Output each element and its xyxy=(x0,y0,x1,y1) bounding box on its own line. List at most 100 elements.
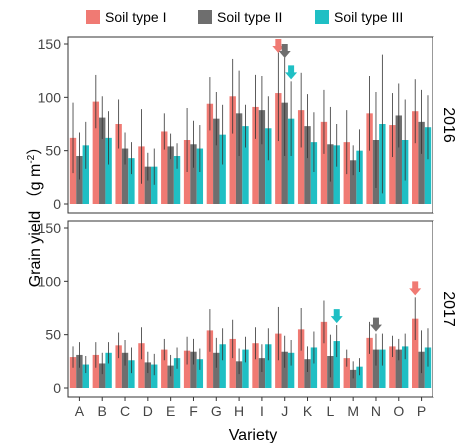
bar xyxy=(115,124,122,204)
bar xyxy=(128,360,135,388)
x-tick-label: E xyxy=(166,403,175,419)
x-tick-label: C xyxy=(120,403,130,419)
bar xyxy=(424,127,432,204)
y-tick-label: 100 xyxy=(38,273,62,289)
panel-strip xyxy=(433,221,459,397)
bar xyxy=(121,148,129,204)
bar xyxy=(105,352,112,388)
bar xyxy=(173,358,181,388)
bar xyxy=(412,318,419,388)
bar xyxy=(401,346,409,388)
bar xyxy=(167,365,174,388)
bar xyxy=(389,125,396,204)
y-tick-label: 50 xyxy=(45,327,61,343)
legend-label: Soil type III xyxy=(334,9,403,25)
x-tick-label: P xyxy=(417,403,426,419)
bar xyxy=(343,358,350,388)
bar xyxy=(281,351,288,388)
bar xyxy=(242,126,249,204)
bar xyxy=(144,166,152,204)
panel-strip-label: 2017 xyxy=(440,291,457,327)
bar xyxy=(395,115,402,204)
legend-swatch xyxy=(86,10,100,24)
bar xyxy=(173,156,181,204)
bar xyxy=(424,347,432,388)
bar xyxy=(161,131,168,204)
legend-entry: Soil type III xyxy=(315,9,403,25)
bar xyxy=(190,144,197,204)
x-tick-label: D xyxy=(143,403,153,419)
bar xyxy=(412,111,419,204)
bar xyxy=(333,341,340,388)
x-tick-label: K xyxy=(303,403,313,419)
bar xyxy=(161,349,168,388)
x-axis-label: Variety xyxy=(229,427,278,443)
bar xyxy=(82,364,89,388)
x-tick-label: M xyxy=(347,403,359,419)
x-tick-label: L xyxy=(326,403,334,419)
y-axis-label-end: ） xyxy=(26,139,44,155)
bar xyxy=(304,359,311,388)
bar xyxy=(92,101,100,204)
bar xyxy=(320,321,328,388)
legend-entry: Soil type I xyxy=(86,9,166,25)
bar xyxy=(356,150,363,204)
bar xyxy=(99,363,106,388)
bar xyxy=(219,134,226,204)
bar xyxy=(92,354,100,388)
legend-swatch xyxy=(198,10,212,24)
bar xyxy=(372,349,380,388)
bar xyxy=(252,106,259,204)
bar xyxy=(275,333,282,388)
bar xyxy=(76,156,83,204)
y-tick-label: 0 xyxy=(53,196,61,212)
bar xyxy=(310,347,318,388)
bar xyxy=(349,369,357,388)
bar xyxy=(366,113,373,204)
highlight-arrow-icon xyxy=(278,44,291,58)
highlight-arrow-icon xyxy=(285,65,298,80)
bar xyxy=(265,128,272,204)
x-tick-label: I xyxy=(260,403,264,419)
y-tick-label: 0 xyxy=(53,380,61,396)
highlight-arrow-icon xyxy=(272,39,285,53)
panel-strip-label: 2016 xyxy=(440,107,457,143)
bar xyxy=(115,345,122,388)
x-tick-label: O xyxy=(393,403,404,419)
bar xyxy=(395,349,402,388)
legend-entry: Soil type II xyxy=(198,9,282,25)
y-tick-label: 100 xyxy=(38,89,62,105)
bar xyxy=(349,160,357,204)
highlight-arrow-icon xyxy=(409,281,422,296)
highlight-arrow-icon xyxy=(330,309,343,324)
bar xyxy=(287,118,295,204)
bar xyxy=(242,349,249,388)
bar xyxy=(310,142,318,204)
panels: 2016 0 50 100 150 2017 0 50 100 150 A B C D E F G H I J K L M N… xyxy=(38,36,459,419)
bar xyxy=(235,113,243,204)
bar xyxy=(258,358,266,388)
bar xyxy=(252,343,259,388)
x-tick-label: J xyxy=(281,403,288,419)
legend-label: Soil type I xyxy=(105,9,166,25)
bar xyxy=(229,96,236,204)
bar xyxy=(356,366,363,388)
bar xyxy=(190,351,197,388)
x-tick-label: G xyxy=(211,403,222,419)
bar xyxy=(69,357,77,388)
bar xyxy=(138,343,145,388)
bar xyxy=(206,330,214,388)
bar xyxy=(151,166,158,204)
bar xyxy=(275,93,282,204)
legend-label: Soil type II xyxy=(217,9,282,25)
y-axis-label-superscript: -2 xyxy=(26,154,37,163)
legend: Soil type I Soil type II Soil type III xyxy=(86,9,403,25)
bar xyxy=(144,362,152,388)
bar xyxy=(105,137,112,204)
y-axis-label: Grain yield （g m-2） xyxy=(26,139,44,288)
highlight-arrow-icon xyxy=(369,317,382,332)
bar xyxy=(219,344,226,388)
x-tick-label: B xyxy=(98,403,107,419)
bar xyxy=(265,344,272,388)
